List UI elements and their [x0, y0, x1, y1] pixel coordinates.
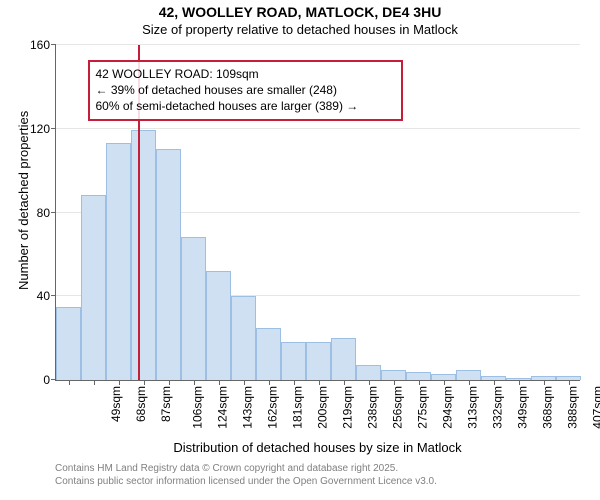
ytick-label: 120 — [30, 122, 56, 136]
xtick-mark — [194, 380, 195, 385]
xtick-label: 407sqm — [590, 386, 600, 429]
xtick-label: 200sqm — [315, 386, 329, 429]
histogram-bar — [231, 296, 256, 380]
annotation-line: 42 WOOLLEY ROAD: 109sqm — [96, 66, 395, 82]
xtick-label: 68sqm — [134, 386, 148, 422]
ytick-label: 40 — [37, 289, 56, 303]
xtick-mark — [544, 380, 545, 385]
histogram-bar — [456, 370, 481, 381]
xtick-mark — [169, 380, 170, 385]
xtick-mark — [219, 380, 220, 385]
histogram-bar — [156, 149, 181, 380]
chart-title: 42, WOOLLEY ROAD, MATLOCK, DE4 3HU — [0, 4, 600, 20]
attribution-line: Contains public sector information licen… — [55, 475, 437, 488]
histogram-bar — [281, 342, 306, 380]
xtick-label: 219sqm — [340, 386, 354, 429]
histogram-bar — [256, 328, 281, 381]
histogram-bar — [406, 372, 431, 380]
histogram-bar — [306, 342, 331, 380]
xtick-mark — [119, 380, 120, 385]
histogram-bar — [131, 130, 156, 380]
xtick-label: 332sqm — [490, 386, 504, 429]
annotation-line: 60% of semi-detached houses are larger (… — [96, 98, 395, 114]
xtick-mark — [144, 380, 145, 385]
xtick-mark — [294, 380, 295, 385]
xtick-label: 368sqm — [540, 386, 554, 429]
gridline — [56, 128, 580, 129]
xtick-mark — [444, 380, 445, 385]
histogram-bar — [81, 195, 106, 380]
plot-area: 0408012016049sqm68sqm87sqm106sqm124sqm14… — [55, 45, 580, 381]
histogram-bar — [106, 143, 131, 380]
xtick-label: 49sqm — [109, 386, 123, 422]
attribution: Contains HM Land Registry data © Crown c… — [55, 462, 437, 488]
xtick-mark — [319, 380, 320, 385]
xtick-mark — [369, 380, 370, 385]
xtick-label: 313sqm — [465, 386, 479, 429]
xtick-mark — [469, 380, 470, 385]
xtick-label: 162sqm — [265, 386, 279, 429]
xtick-label: 181sqm — [290, 386, 304, 429]
histogram-bar — [181, 237, 206, 380]
ytick-label: 80 — [37, 206, 56, 220]
xtick-label: 275sqm — [415, 386, 429, 429]
xtick-label: 388sqm — [565, 386, 579, 429]
histogram-bar — [331, 338, 356, 380]
xtick-label: 87sqm — [159, 386, 173, 422]
attribution-line: Contains HM Land Registry data © Crown c… — [55, 462, 437, 475]
xtick-mark — [344, 380, 345, 385]
xtick-label: 349sqm — [515, 386, 529, 429]
xtick-mark — [394, 380, 395, 385]
y-axis-label: Number of detached properties — [16, 111, 31, 290]
x-axis-label: Distribution of detached houses by size … — [55, 440, 580, 455]
xtick-label: 106sqm — [190, 386, 204, 429]
chart-subtitle: Size of property relative to detached ho… — [0, 22, 600, 37]
xtick-mark — [569, 380, 570, 385]
xtick-mark — [494, 380, 495, 385]
xtick-label: 294sqm — [440, 386, 454, 429]
xtick-mark — [244, 380, 245, 385]
xtick-mark — [94, 380, 95, 385]
histogram-bar — [381, 370, 406, 381]
ytick-label: 160 — [30, 38, 56, 52]
xtick-label: 238sqm — [365, 386, 379, 429]
annotation-line: ← 39% of detached houses are smaller (24… — [96, 82, 395, 98]
ytick-label: 0 — [43, 373, 56, 387]
xtick-mark — [269, 380, 270, 385]
chart-container: 42, WOOLLEY ROAD, MATLOCK, DE4 3HU Size … — [0, 0, 600, 500]
xtick-label: 124sqm — [215, 386, 229, 429]
xtick-mark — [419, 380, 420, 385]
histogram-bar — [206, 271, 231, 380]
xtick-label: 256sqm — [390, 386, 404, 429]
histogram-bar — [56, 307, 81, 381]
xtick-mark — [519, 380, 520, 385]
xtick-label: 143sqm — [240, 386, 254, 429]
gridline — [56, 44, 580, 45]
histogram-bar — [356, 365, 381, 380]
xtick-mark — [69, 380, 70, 385]
annotation-box: 42 WOOLLEY ROAD: 109sqm← 39% of detached… — [88, 60, 403, 121]
